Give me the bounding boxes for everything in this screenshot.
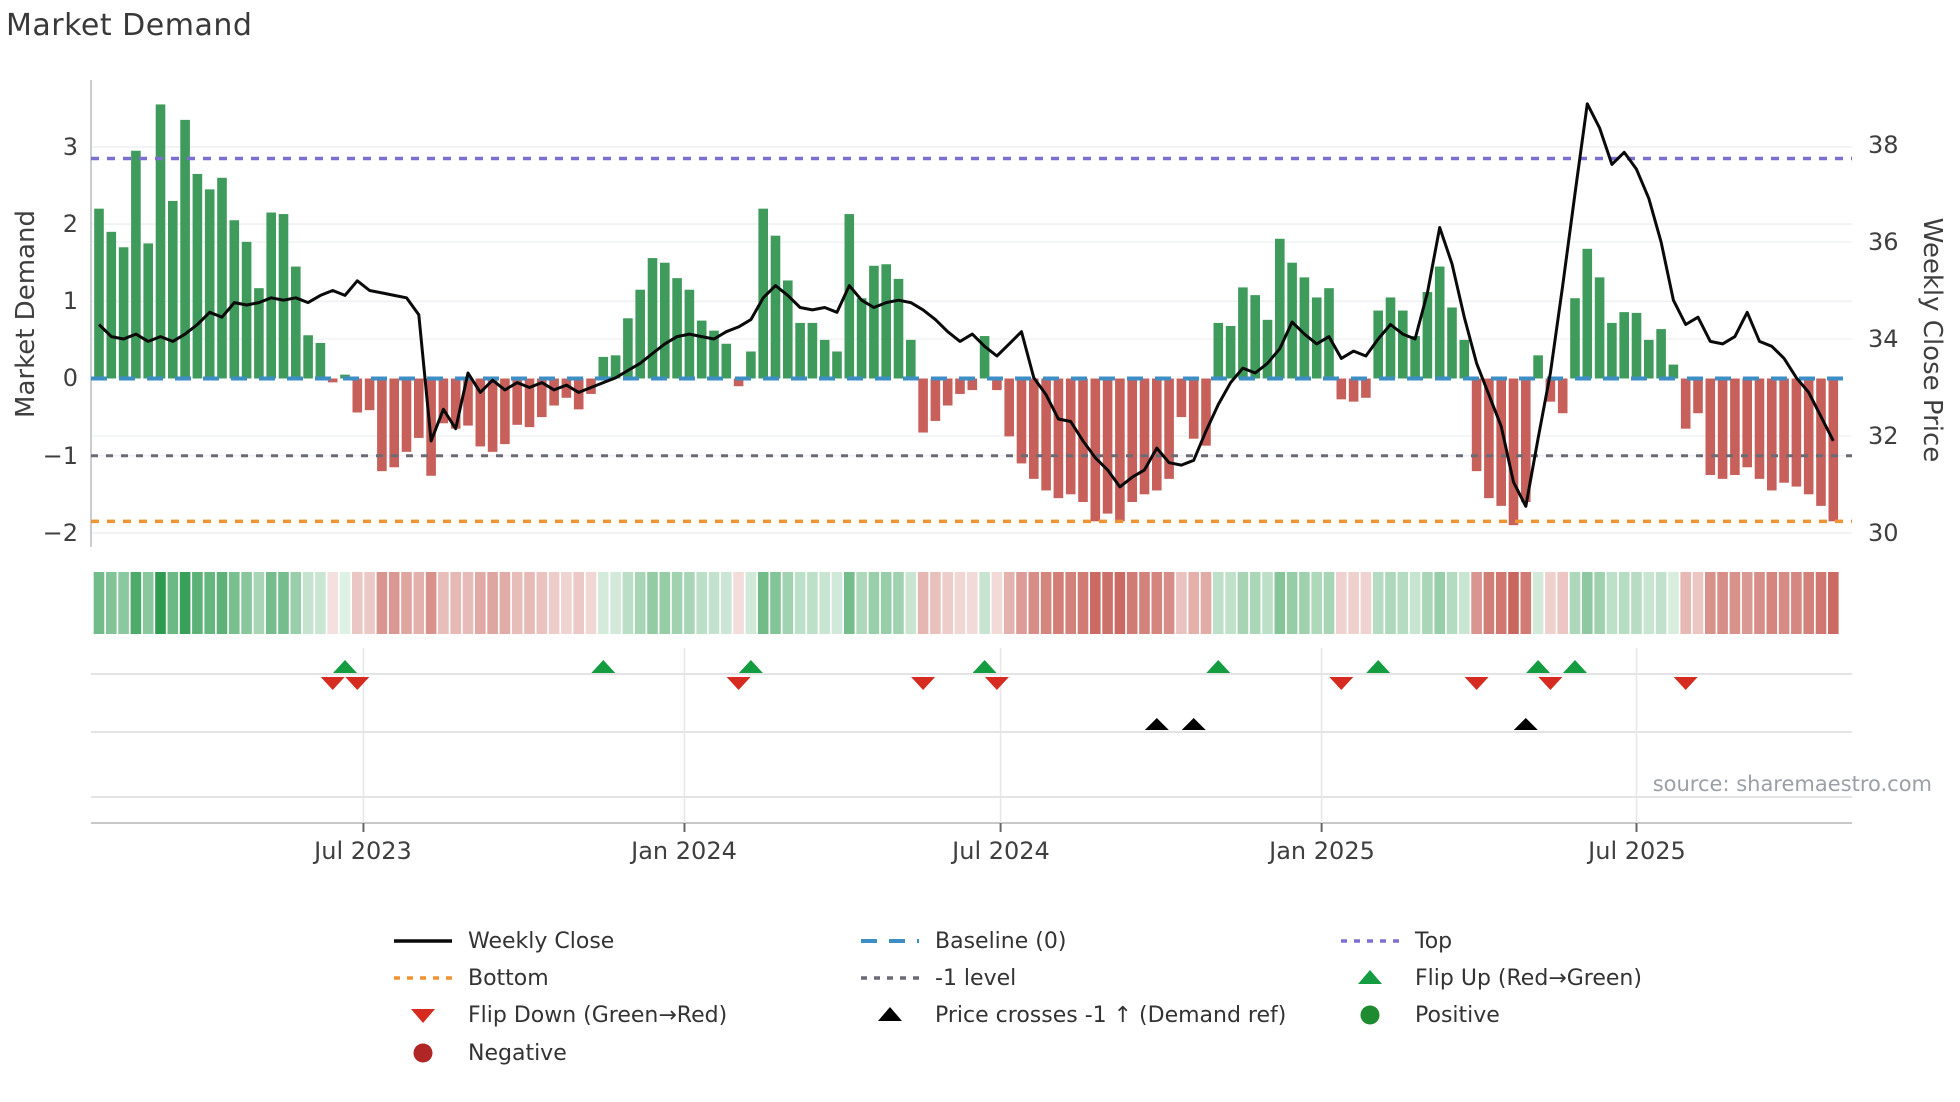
- legend-item-bottom: Bottom: [392, 965, 549, 991]
- y2-tick-34: 34: [1868, 325, 1899, 353]
- y2-axis-label: Weekly Close Price: [1917, 217, 1947, 463]
- y-tick-m2: −2: [42, 519, 78, 547]
- y-tick-2: 2: [62, 210, 78, 238]
- top-dash-swatch: [1339, 928, 1401, 954]
- negative-dot-icon: [392, 1040, 454, 1066]
- legend-item-minus-one: -1 level: [859, 965, 1016, 991]
- legend-item-negative: Negative: [392, 1040, 567, 1066]
- price-cross-triangle-icon: [859, 1002, 921, 1028]
- y2-tick-32: 32: [1868, 422, 1899, 450]
- legend-item-price-cross: Price crosses -1 ↑ (Demand ref): [859, 1002, 1286, 1028]
- legend-label: Flip Up (Red→Green): [1415, 965, 1642, 991]
- x-tick-jul-2024: Jul 2024: [952, 837, 1050, 865]
- legend-label: Bottom: [468, 965, 549, 991]
- legend-label: Flip Down (Green→Red): [468, 1002, 728, 1028]
- y2-tick-36: 36: [1868, 228, 1899, 256]
- legend-label: Top: [1415, 928, 1453, 954]
- legend-label: Negative: [468, 1040, 567, 1066]
- flip-up-triangle-icon: [1339, 965, 1401, 991]
- legend-label: -1 level: [935, 965, 1017, 991]
- weekly-close-line-swatch: [392, 928, 454, 954]
- legend-item-flip-down: Flip Down (Green→Red): [392, 1002, 727, 1028]
- y-tick-0: 0: [62, 364, 78, 392]
- flip-down-triangle-icon: [392, 1002, 454, 1028]
- legend-label: Weekly Close: [468, 928, 615, 954]
- legend-label: Positive: [1415, 1002, 1500, 1028]
- x-tick-jan-2025: Jan 2025: [1269, 837, 1375, 865]
- bottom-dash-swatch: [392, 965, 454, 991]
- y-tick-3: 3: [62, 133, 78, 161]
- x-tick-jul-2025: Jul 2025: [1588, 837, 1686, 865]
- legend-item-weekly-close: Weekly Close: [392, 928, 614, 954]
- y-tick-m1: −1: [42, 442, 78, 470]
- y2-tick-30: 30: [1868, 519, 1899, 547]
- y2-tick-38: 38: [1868, 131, 1899, 159]
- legend-item-baseline: Baseline (0): [859, 928, 1066, 954]
- legend-item-top: Top: [1339, 928, 1452, 954]
- minus-one-dash-swatch: [859, 965, 921, 991]
- legend-item-flip-up: Flip Up (Red→Green): [1339, 965, 1642, 991]
- legend-label: Price crosses -1 ↑ (Demand ref): [935, 1002, 1287, 1028]
- source-credit: source: sharemaestro.com: [1652, 772, 1932, 796]
- legend-label: Baseline (0): [935, 928, 1067, 954]
- x-tick-jan-2024: Jan 2024: [631, 837, 737, 865]
- page-title: Market Demand: [6, 8, 253, 43]
- baseline-dash-swatch: [859, 928, 921, 954]
- y-tick-1: 1: [62, 287, 78, 315]
- positive-dot-icon: [1339, 1002, 1401, 1028]
- x-tick-jul-2023: Jul 2023: [314, 837, 412, 865]
- legend-item-positive: Positive: [1339, 1002, 1500, 1028]
